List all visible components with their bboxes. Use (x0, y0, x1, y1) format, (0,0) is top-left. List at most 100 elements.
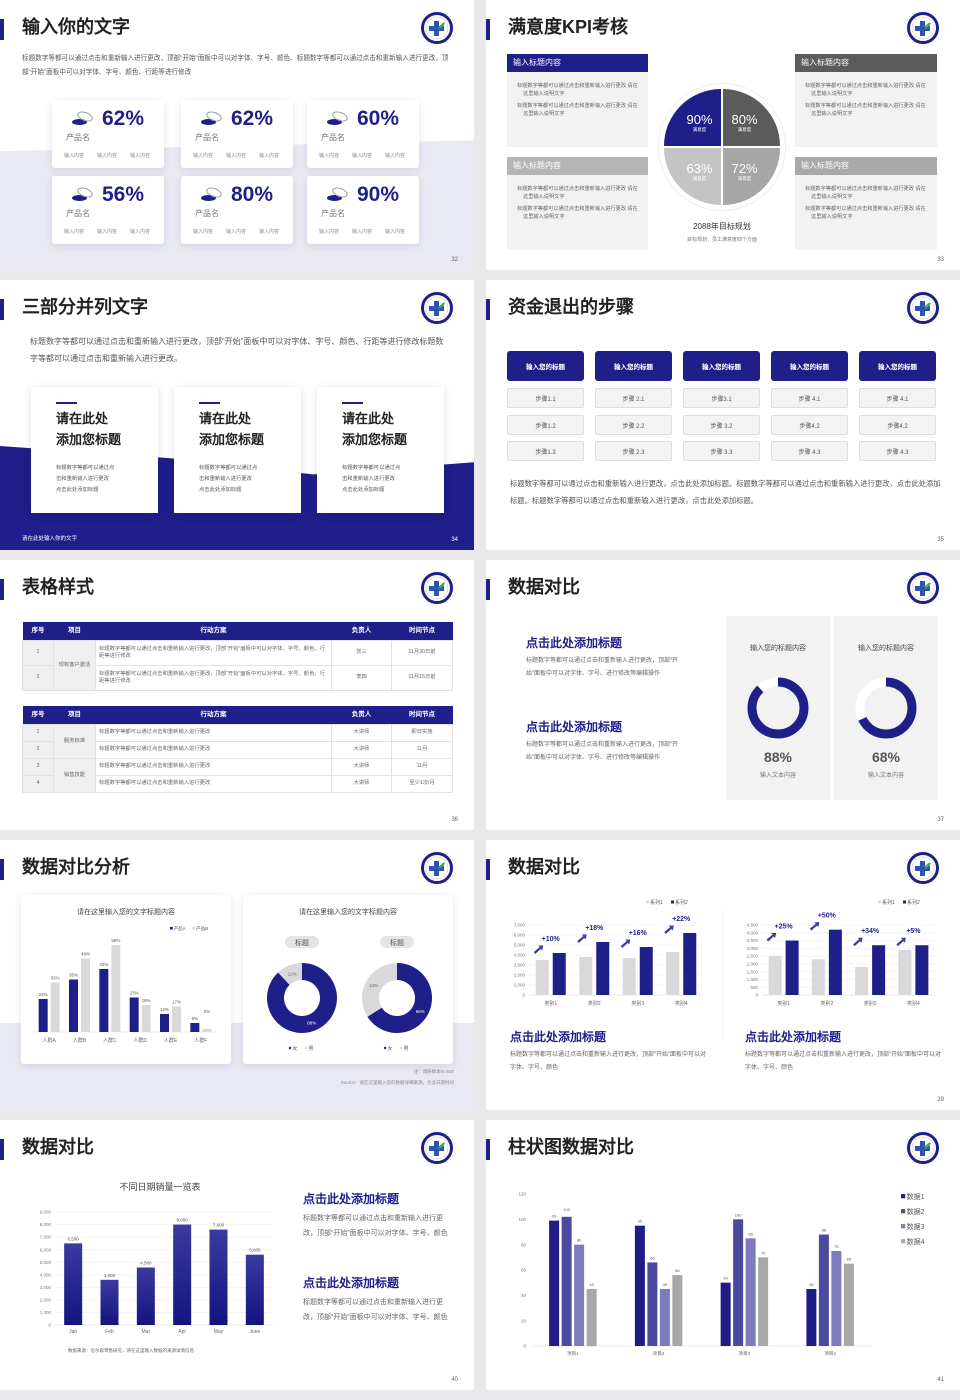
logo-leaf (924, 862, 931, 869)
table-header-cell: 负责人 (331, 706, 392, 724)
legend-label: 数据1 (907, 1192, 925, 1201)
data-label: 99 (552, 1214, 557, 1219)
step-box[interactable]: 步骤 2.2 (595, 415, 672, 435)
logo-inner-ring (911, 296, 935, 320)
table-row: 2 标题数字等都可以通过点击和重新输入进行更改，顶部“开始”面板中可以对字体、字号… (22, 664, 453, 691)
step-box[interactable]: 步骤3.1 (683, 388, 760, 408)
ring-fill (747, 677, 809, 739)
slide-34[interactable]: 三部分并列文字 34 标题数字等都可以通过点击和重新输入进行更改，顶部“开始”面板中… (0, 280, 474, 550)
legend-dot (399, 1046, 403, 1050)
slice-label: 12% (288, 971, 297, 976)
slide-38[interactable]: 数据对比分析38请在这里输入您的文字标题内容22%33%人群A35%49%人群B… (0, 840, 474, 1110)
logo-inner-ring (425, 576, 449, 600)
step-box[interactable]: 步骤1.1 (507, 388, 584, 408)
title-accent-bar (0, 579, 4, 600)
slide-40[interactable]: 数据对比 40 不同日期销量一览表 0 1,000 2,000 3,000 4,000 5,00… (0, 1120, 474, 1390)
logo-leaf (438, 22, 445, 29)
x-category-label: 人群E (164, 1037, 178, 1044)
step-column-header[interactable]: 输入您的标题 (595, 351, 672, 381)
logo-cross (429, 1141, 444, 1156)
card-body-line: 标题数字等都可以通过点 (199, 465, 258, 471)
slide-41[interactable]: 柱状图数据对比 41 0 20 40 60 80 100 120 99 102 80 45 项目1 95 66… (486, 1120, 960, 1390)
step-column-header[interactable]: 输入您的标题 (859, 351, 936, 381)
y-tick-label: 0 (48, 1323, 51, 1328)
bar (561, 1216, 572, 1346)
step-box[interactable]: 步骤1.2 (507, 415, 584, 435)
step-box[interactable]: 步骤4.2 (859, 415, 936, 435)
pie-quadrant: 90% 满意度 (664, 89, 721, 146)
page-number: 40 (451, 1377, 458, 1383)
slide-32[interactable]: 输入你的文字 32 标题数字等都可以通过点击和重新输入进行更改，顶部“开始”面板中可… (0, 0, 474, 270)
title-accent-bar (0, 1139, 4, 1160)
logo-cross (915, 301, 930, 316)
table-row: 3 销售技能 标题数字等都可以通过点击和重新输入进行更改 大讲师 11月 (22, 757, 453, 793)
slide-39[interactable]: 数据对比 39 0 1,000 2,000 3,000 4,000 5,000 6,000 7,0… (486, 840, 960, 1110)
step-box[interactable]: 步骤1.3 (507, 441, 584, 461)
chart-layer: 0 20 40 60 80 100 120 99 102 80 45 项目1 95 66 45 56 项目2 50… (518, 1192, 925, 1357)
logo-cross (429, 861, 444, 876)
logo-leaf (924, 582, 931, 589)
donut-slice (367, 963, 432, 1033)
text-card: 请在此处 添加您标题 标题数字等都可以通过点 击和重新输入进行更改 点击此处添加标题 (31, 387, 158, 513)
legend-swatch (878, 900, 881, 904)
page-number: 33 (937, 257, 944, 263)
data-label: 33% (51, 976, 60, 981)
growth-arrow-icon (896, 937, 906, 947)
step-box[interactable]: 步骤 2.3 (595, 441, 672, 461)
donut-slice (267, 963, 337, 1033)
bar (99, 969, 109, 1032)
step-box[interactable]: 步骤 4.3 (771, 441, 848, 461)
title-accent-bar (486, 1139, 490, 1160)
description: 标题数字等都可以通过点击和重新输入进行更改，顶部“开始”面板中可以对字体、字号、… (30, 337, 444, 363)
data-label: 102 (563, 1207, 570, 1212)
card-title-line1: 请在此处 (56, 411, 109, 426)
logo-cross (915, 1141, 930, 1156)
stat-item: 输入内容 (259, 229, 280, 235)
title-accent-bar (0, 299, 4, 320)
stat-value: 90% (357, 183, 400, 206)
cell-owner: 大讲师 (331, 723, 392, 742)
box-header: 输入标题内容 (795, 157, 937, 175)
table-header-cell: 项目 (53, 622, 96, 640)
logo-cross (429, 301, 444, 316)
y-tick-label: 4,500 (747, 923, 759, 928)
bar (672, 1275, 683, 1346)
data-label: 7,600 (213, 1223, 225, 1228)
donut-slice (362, 963, 397, 1017)
step-box[interactable]: 步骤4.2 (771, 415, 848, 435)
slide-37[interactable]: 数据对比 37 点击此处添加标题 标题数字等都可以通过点击和重新输入进行更改，顶部“开… (486, 560, 960, 830)
card-title-line2: 添加您标题 (199, 432, 265, 447)
bar (872, 945, 886, 995)
data-label: 17% (172, 1000, 181, 1005)
step-box[interactable]: 步骤 3.2 (683, 415, 760, 435)
slide-33[interactable]: 满意度KPI考核 33 输入标题内容 标题数字等都可以通过点击和重新输入进行更改 请在… (486, 0, 960, 270)
bar (758, 1257, 769, 1346)
bar (811, 959, 825, 995)
bar (64, 1243, 83, 1325)
step-box[interactable]: 步骤 4.1 (859, 388, 936, 408)
slide-36[interactable]: 表格样式 36 序号 项目 行动方案 负责人 时间节点 1 现有客户激活 标题数字等都可以通过点击… (0, 560, 474, 830)
pie-quadrant: 72% 满意度 (723, 148, 780, 205)
bullet-text: 标题数字等都可以通过点击和重新输入进行更改 请在这里输入说明文字 (805, 186, 926, 200)
cell-plan: 标题数字等都可以通过点击和重新输入进行更改 (95, 740, 332, 759)
step-box[interactable]: 步骤 3.3 (683, 441, 760, 461)
step-column-header[interactable]: 输入您的标题 (683, 351, 760, 381)
page-number: 37 (937, 817, 944, 823)
quadrant-label: 满意度 (737, 176, 752, 181)
step-box[interactable]: 步骤 2.1 (595, 388, 672, 408)
legend-swatch (901, 1224, 906, 1229)
slide-35[interactable]: 资金退出的步骤 35 输入您的标题 步骤1.1 步骤1.2 步骤1.3 输入您的标题 步骤 2… (486, 280, 960, 550)
y-tick-label: 2,000 (40, 1297, 52, 1302)
quadrant-value: 63% (686, 161, 713, 176)
stat-value: 60% (357, 107, 400, 130)
step-box[interactable]: 步骤 4.3 (859, 441, 936, 461)
bar (596, 942, 610, 995)
step-box[interactable]: 步骤 4.1 (771, 388, 848, 408)
goal-title: 2088年目标规划 (693, 222, 751, 231)
step-column-header[interactable]: 输入您的标题 (771, 351, 848, 381)
y-tick-label: 1,000 (747, 977, 759, 982)
bar (745, 1238, 756, 1346)
logo-leaf (924, 302, 931, 309)
bar (160, 1014, 169, 1032)
step-column-header[interactable]: 输入您的标题 (507, 351, 584, 381)
